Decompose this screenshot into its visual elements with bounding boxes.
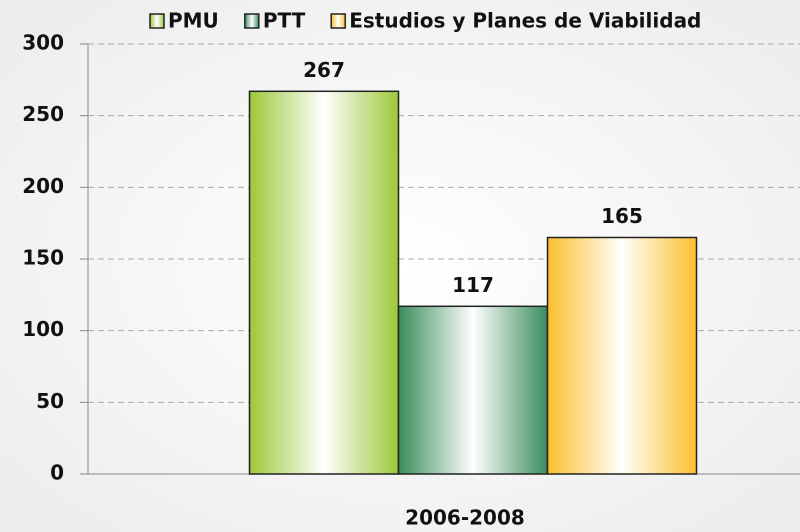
x-tick-label: 2006-2008	[405, 506, 525, 530]
bar	[397, 305, 549, 475]
y-tick-label: 50	[36, 389, 64, 413]
y-tick-label: 0	[50, 461, 64, 485]
y-tick-label: 200	[22, 174, 64, 198]
bar	[248, 90, 400, 475]
y-tick-label: 100	[22, 317, 64, 341]
legend-swatch	[149, 13, 165, 29]
y-tick-label: 250	[22, 102, 64, 126]
legend-label: PMU	[168, 9, 219, 33]
data-label: 117	[452, 273, 494, 297]
data-label: 165	[601, 204, 643, 228]
bar	[546, 236, 698, 475]
legend-swatch	[244, 13, 260, 29]
legend-label: PTT	[263, 9, 306, 33]
data-label: 267	[303, 58, 345, 82]
y-tick-label: 150	[22, 246, 64, 270]
y-tick-label: 300	[22, 31, 64, 55]
legend-label: Estudios y Planes de Viabilidad	[349, 9, 701, 33]
legend-swatch	[330, 13, 346, 29]
